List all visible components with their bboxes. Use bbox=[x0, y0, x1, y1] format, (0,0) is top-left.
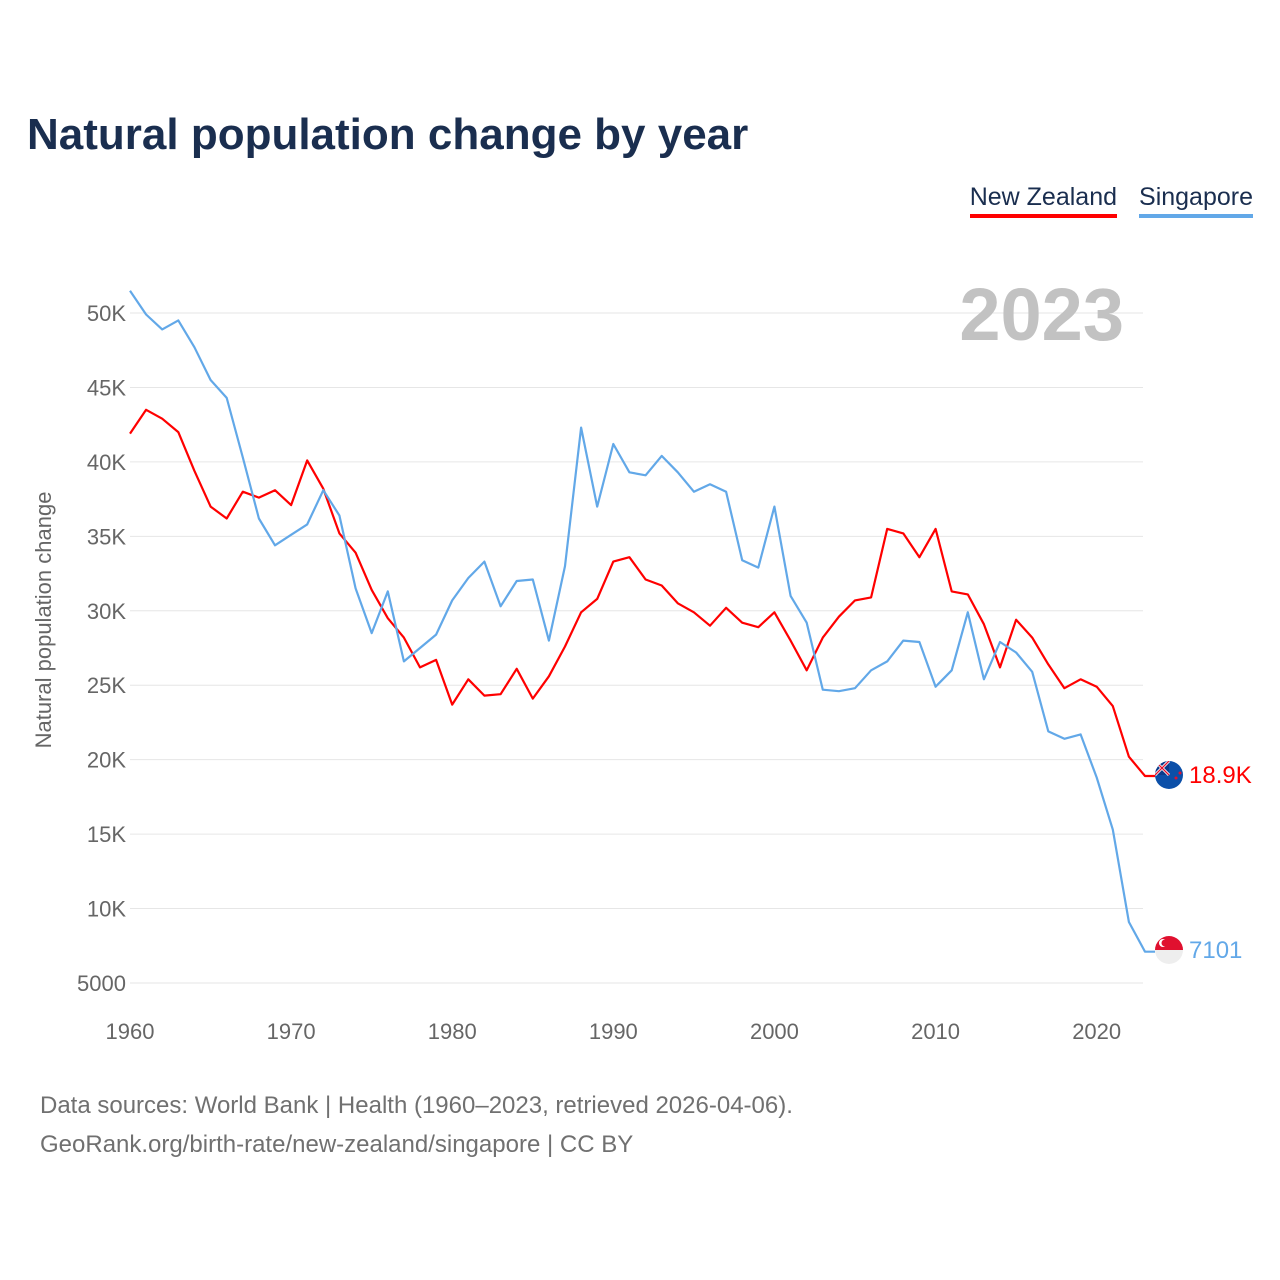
x-tick-label: 2010 bbox=[911, 1019, 960, 1044]
x-tick-label: 1960 bbox=[106, 1019, 155, 1044]
series-line-singapore bbox=[129, 290, 1155, 953]
x-tick-label: 1980 bbox=[428, 1019, 477, 1044]
x-tick-label: 1970 bbox=[267, 1019, 316, 1044]
series-lines bbox=[129, 290, 1155, 953]
y-tick-label: 15K bbox=[87, 822, 126, 847]
x-tick-label: 2020 bbox=[1072, 1019, 1121, 1044]
legend-item-singapore[interactable]: Singapore bbox=[1139, 183, 1253, 218]
y-tick-label: 25K bbox=[87, 673, 126, 698]
end-label-singapore: 7101 bbox=[1189, 937, 1242, 964]
y-tick-label: 45K bbox=[87, 375, 126, 400]
x-tick-label: 2000 bbox=[750, 1019, 799, 1044]
end-label-new-zealand: 18.9K bbox=[1189, 762, 1252, 789]
gridlines bbox=[130, 312, 1143, 984]
x-axis-ticks: 1960 1970 1980 1990 2000 2010 2020 bbox=[106, 1019, 1122, 1044]
y-tick-label: 5000 bbox=[77, 971, 126, 996]
y-tick-label: 10K bbox=[87, 897, 126, 922]
current-year-label: 2023 bbox=[959, 273, 1124, 356]
y-tick-label: 40K bbox=[87, 450, 126, 475]
y-tick-label: 30K bbox=[87, 599, 126, 624]
y-axis-ticks: 5000 10K 15K 20K 25K 30K 35K 40K 45K 50K bbox=[77, 301, 126, 996]
x-tick-label: 1990 bbox=[589, 1019, 638, 1044]
data-source-text: Data sources: World Bank | Health (1960–… bbox=[40, 1092, 793, 1119]
series-line-new-zealand bbox=[129, 408, 1155, 778]
footer: Data sources: World Bank | Health (1960–… bbox=[40, 1086, 793, 1164]
source-link[interactable]: GeoRank.org/birth-rate/new-zealand/singa… bbox=[40, 1131, 634, 1158]
y-tick-label: 35K bbox=[87, 524, 126, 549]
singapore-flag-icon bbox=[1155, 936, 1183, 964]
y-axis-label: Natural population change bbox=[31, 492, 56, 749]
chart-title: Natural population change by year bbox=[27, 110, 749, 159]
legend: New Zealand Singapore bbox=[969, 183, 1253, 218]
legend-item-new-zealand[interactable]: New Zealand bbox=[969, 183, 1118, 218]
y-tick-label: 20K bbox=[87, 748, 126, 773]
nz-flag-icon bbox=[1155, 761, 1183, 789]
y-tick-label: 50K bbox=[87, 301, 126, 326]
